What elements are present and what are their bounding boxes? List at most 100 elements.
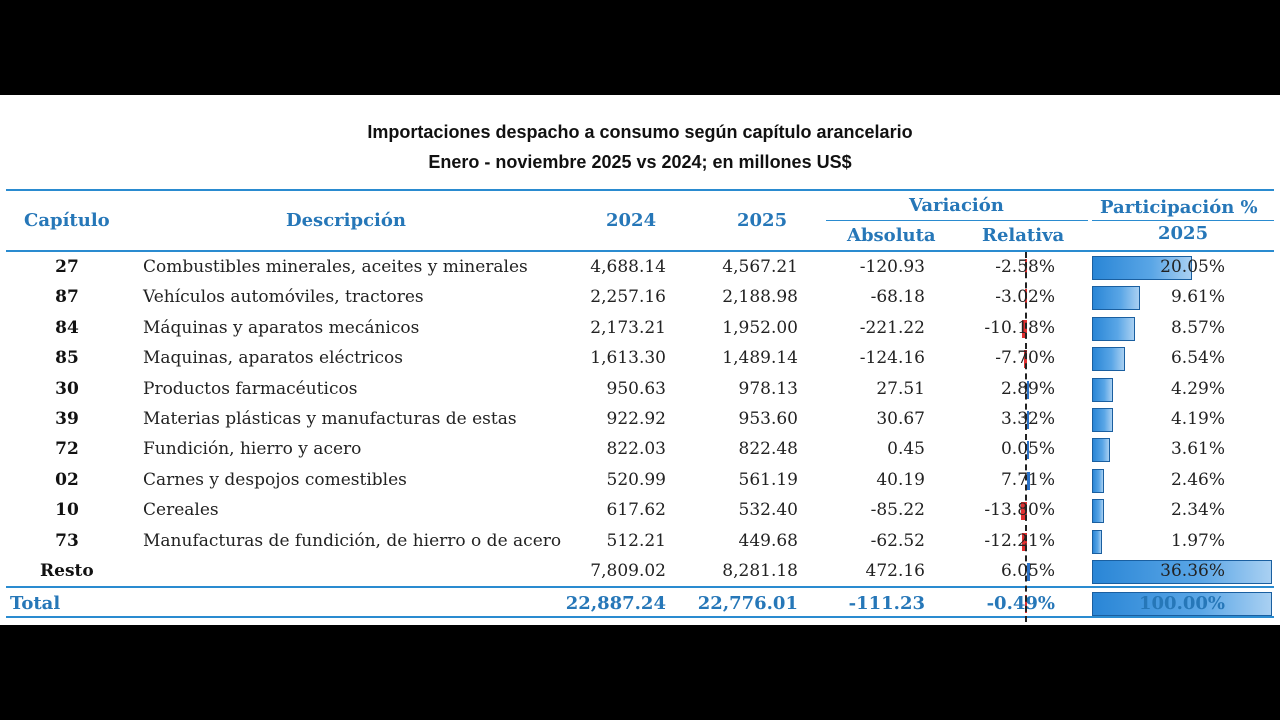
descripcion-cell: Manufacturas de fundición, de hierro o d… (143, 530, 562, 551)
capitulo-cell: 72 (55, 439, 79, 460)
participacion-cell: 36.36% (1160, 561, 1225, 581)
descripcion-cell: Máquinas y aparatos mecánicos (143, 317, 420, 338)
relativa-cell: -2.58% (995, 257, 1055, 277)
total-top-rule (6, 586, 1274, 588)
table-row: 10 Cereales 617.62 532.40 -85.22 -13.80% 2.34% (0, 496, 1280, 526)
capitulo-cell: 39 (55, 409, 79, 429)
capitulo-cell: 02 (55, 469, 79, 490)
absoluta-cell: -111.23 (848, 593, 925, 614)
value-2024-cell: 22,887.24 (565, 593, 666, 614)
relativa-cell: 2.89% (1000, 378, 1055, 399)
absoluta-cell: 0.45 (887, 439, 925, 460)
absoluta-cell: -85.22 (870, 500, 925, 521)
relativa-cell: 3.32% (1000, 409, 1055, 429)
participacion-cell: 4.19% (1170, 409, 1225, 429)
value-2024-cell: 7,809.02 (590, 561, 666, 581)
relativa-bar (1027, 471, 1031, 490)
capitulo-cell: 10 (55, 500, 79, 521)
table-row: 30 Productos farmacéuticos 950.63 978.13 27.… (0, 375, 1280, 405)
table-row: 27 Combustibles minerales, aceites y mine… (0, 253, 1280, 283)
value-2025-cell: 532.40 (738, 500, 798, 521)
relativa-bar (1027, 563, 1030, 581)
table-row: 02 Carnes y despojos comestibles 520.99 561… (0, 466, 1280, 496)
relativa-bar (1027, 441, 1029, 460)
value-2025-cell: 561.19 (738, 469, 798, 490)
capitulo-cell: Total (10, 593, 61, 614)
absoluta-cell: 40.19 (876, 469, 925, 490)
participacion-cell: 100.00% (1139, 593, 1225, 614)
relativa-cell: -3.02% (995, 287, 1055, 308)
participacion-cell: 9.61% (1170, 287, 1225, 308)
participacion-cell: 8.57% (1170, 317, 1225, 338)
capitulo-cell: 73 (55, 530, 79, 551)
relativa-bar (1020, 502, 1027, 521)
capitulo-cell: 84 (55, 317, 79, 338)
header-capitulo: Capítulo (24, 210, 110, 231)
value-2025-cell: 1,952.00 (722, 317, 798, 338)
value-2024-cell: 822.03 (606, 439, 666, 460)
capitulo-cell: 87 (55, 287, 79, 308)
table-row: 87 Vehículos automóviles, tractores 2,257.… (0, 283, 1280, 313)
table-row: Resto 7,809.02 8,281.18 472.16 6.05% 36.36% (0, 557, 1280, 587)
participacion-cell: 20.05% (1160, 257, 1225, 277)
descripcion-cell: Combustibles minerales, aceites y minera… (143, 257, 528, 277)
header-2025: 2025 (737, 210, 788, 231)
absoluta-cell: -124.16 (859, 348, 925, 369)
relativa-cell: -10.18% (984, 317, 1055, 338)
capitulo-cell: 30 (55, 378, 79, 399)
header-participacion: Participación % (1100, 197, 1258, 218)
document-page: Importaciones despacho a consumo según c… (0, 95, 1280, 625)
descripcion-cell: Maquinas, aparatos eléctricos (143, 348, 403, 369)
capitulo-cell: Resto (40, 561, 94, 581)
header-relativa: Relativa (982, 225, 1065, 246)
relativa-cell: -7.70% (995, 348, 1055, 369)
participacion-bar (1092, 499, 1104, 524)
participacion-underline (1092, 220, 1274, 221)
value-2024-cell: 512.21 (606, 530, 666, 551)
table-subtitle: Enero - noviembre 2025 vs 2024; en millo… (428, 152, 852, 172)
value-2025-cell: 953.60 (738, 409, 798, 429)
participacion-bar (1092, 529, 1102, 554)
relativa-cell: -13.80% (984, 500, 1055, 521)
descripcion-cell: Materias plásticas y manufacturas de est… (143, 409, 517, 429)
table-row: 85 Maquinas, aparatos eléctricos 1,613.30 1… (0, 344, 1280, 374)
relative-axis-line (1025, 252, 1029, 622)
value-2025-cell: 2,188.98 (722, 287, 798, 308)
absoluta-cell: 472.16 (865, 561, 925, 581)
table-row: 73 Manufacturas de fundición, de hierro o… (0, 527, 1280, 557)
relativa-bar (1022, 319, 1027, 338)
absoluta-cell: -68.18 (870, 287, 925, 308)
table-row: 72 Fundición, hierro y acero 822.03 822.48 0… (0, 435, 1280, 465)
header-descripcion: Descripción (286, 210, 406, 231)
relativa-bar (1027, 380, 1029, 399)
relativa-bar (1021, 532, 1027, 551)
absoluta-cell: 30.67 (876, 409, 925, 429)
header-bottom-rule (6, 250, 1274, 252)
value-2024-cell: 950.63 (606, 378, 666, 399)
descripcion-cell: Productos farmacéuticos (143, 378, 358, 399)
value-2025-cell: 4,567.21 (722, 257, 798, 277)
relativa-cell: -0.49% (986, 593, 1055, 614)
relativa-cell: 7.71% (1000, 469, 1055, 490)
table-row: 39 Materias plásticas y manufacturas de e… (0, 405, 1280, 435)
value-2025-cell: 8,281.18 (722, 561, 798, 581)
participacion-bar (1092, 438, 1111, 463)
descripcion-cell: Cereales (143, 500, 219, 521)
participacion-cell: 1.97% (1170, 530, 1225, 551)
absoluta-cell: -120.93 (859, 257, 925, 277)
value-2025-cell: 1,489.14 (722, 348, 798, 369)
participacion-cell: 2.46% (1170, 469, 1225, 490)
header-absoluta: Absoluta (847, 225, 936, 246)
value-2024-cell: 2,173.21 (590, 317, 666, 338)
participacion-cell: 4.29% (1170, 378, 1225, 399)
table-row: 84 Máquinas y aparatos mecánicos 2,173.21 1… (0, 314, 1280, 344)
value-2025-cell: 22,776.01 (697, 593, 798, 614)
value-2024-cell: 1,613.30 (590, 348, 666, 369)
participacion-bar (1092, 347, 1125, 372)
value-2025-cell: 978.13 (738, 378, 798, 399)
total-bottom-rule (6, 616, 1274, 618)
table-title: Importaciones despacho a consumo según c… (367, 122, 913, 142)
value-2024-cell: 4,688.14 (590, 257, 666, 277)
absoluta-cell: 27.51 (876, 378, 925, 399)
header-participacion-year: 2025 (1158, 223, 1209, 244)
